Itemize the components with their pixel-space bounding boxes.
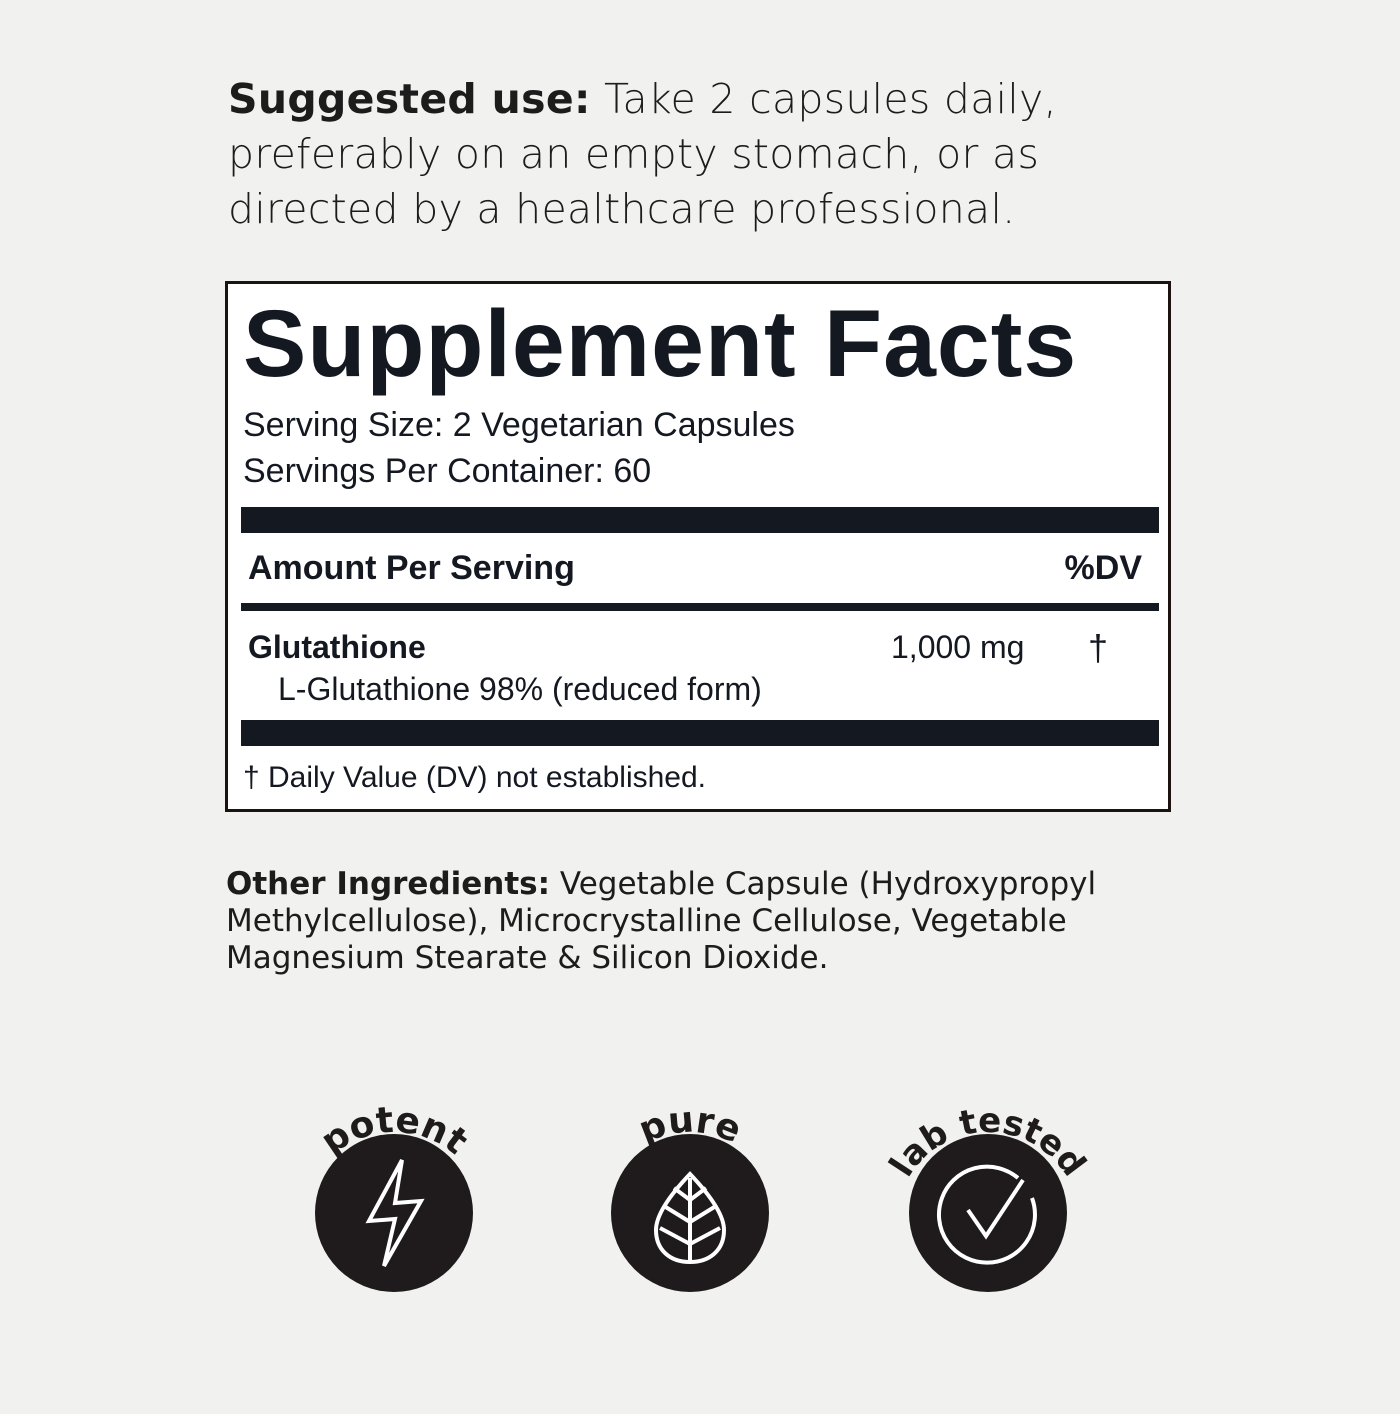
other-ingredients-label: Other Ingredients:	[226, 866, 551, 902]
ingredient-name: Glutathione	[248, 629, 426, 665]
badge-lab-tested: lab tested	[882, 1101, 1093, 1292]
supplement-facts-panel: Supplement Facts Serving Size: 2 Vegetar…	[225, 281, 1171, 812]
serving-size: Serving Size: 2 Vegetarian Capsules	[243, 406, 795, 444]
suggested-use-label: Suggested use:	[228, 75, 591, 123]
divider-thick	[241, 507, 1159, 533]
dv-header: %DV	[1064, 549, 1142, 587]
lightning-icon	[365, 1159, 425, 1267]
servings-per-container: Servings Per Container: 60	[243, 452, 652, 490]
other-ingredients: Other Ingredients: Vegetable Capsule (Hy…	[226, 866, 1126, 977]
suggested-use: Suggested use: Take 2 capsules daily, pr…	[228, 72, 1128, 237]
ingredient-dv: †	[1088, 627, 1109, 668]
ingredient-sub: L-Glutathione 98% (reduced form)	[278, 671, 762, 707]
badge-pure: pure	[611, 1099, 769, 1292]
leaf-icon	[653, 1171, 727, 1265]
ingredient-amount: 1,000 mg	[891, 629, 1025, 665]
suggested-use-text: Take 2 capsules daily, preferably on an …	[228, 75, 1057, 233]
check-circle-icon	[936, 1164, 1037, 1265]
facts-title: Supplement Facts	[243, 291, 1078, 397]
footnote: † Daily Value (DV) not established.	[243, 761, 707, 794]
divider-thick	[241, 720, 1159, 746]
divider-medium	[241, 603, 1159, 611]
amount-per-serving-header: Amount Per Serving	[248, 549, 575, 587]
other-ingredients-text: Vegetable Capsule (Hydroxypropyl Methylc…	[226, 866, 1097, 976]
badge-potent: potent	[314, 1100, 475, 1292]
